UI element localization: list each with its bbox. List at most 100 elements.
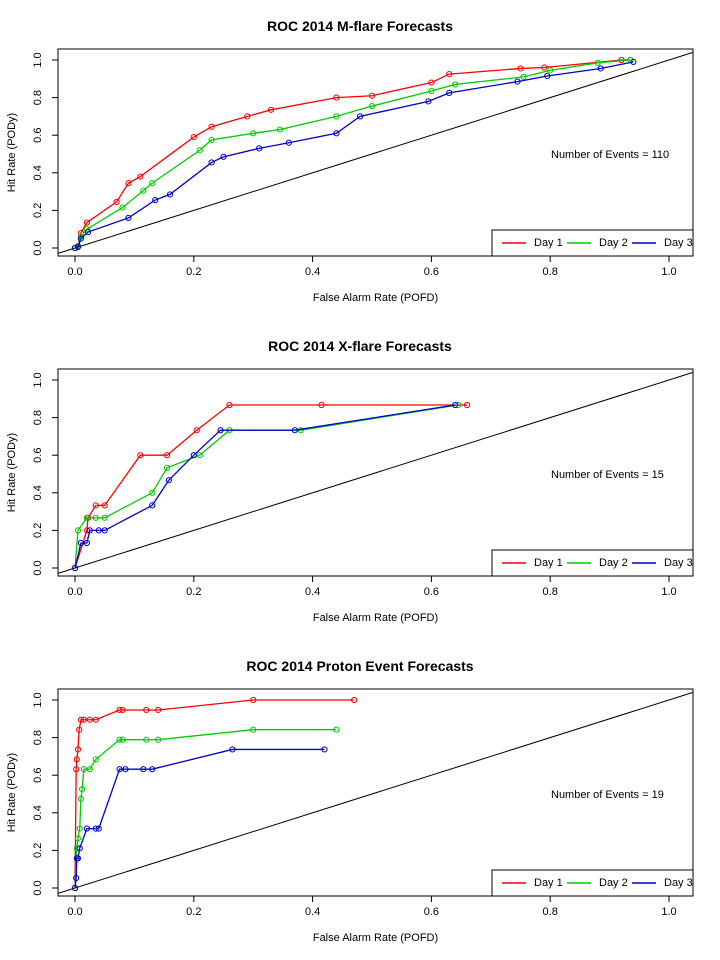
series-line-day-1	[74, 404, 468, 569]
diagonal-line	[57, 51, 694, 254]
data-point	[80, 766, 88, 773]
data-point	[119, 736, 126, 743]
legend-label: Day 3	[664, 237, 693, 249]
x-tick-label: 0.2	[186, 266, 201, 278]
x-tick-label: 0.4	[305, 266, 320, 278]
data-point	[196, 452, 203, 459]
data-point	[196, 147, 203, 154]
x-axis-label: False Alarm Rate (POFD)	[313, 932, 438, 944]
data-point	[76, 825, 83, 832]
legend-box	[491, 229, 694, 257]
y-tick-label: 0.0	[32, 880, 44, 895]
data-point	[291, 427, 298, 434]
data-point	[92, 825, 99, 832]
data-point	[92, 502, 99, 509]
data-point	[333, 113, 340, 120]
data-point	[80, 716, 88, 723]
data-point	[155, 706, 162, 714]
legend-label: Day 2	[599, 877, 628, 889]
y-tick-label: 0.2	[32, 203, 44, 218]
data-point	[256, 145, 263, 152]
y-tick-label: 0.0	[32, 240, 44, 255]
data-point	[547, 67, 554, 74]
x-tick-label: 0.2	[186, 586, 201, 598]
m-flare-panel: ROC 2014 M-flare Forecasts 0.0 0.2 0.4 0.6 0…	[0, 0, 720, 320]
data-point	[77, 716, 85, 723]
x-tick-label: 1.0	[661, 266, 676, 278]
y-tick-label: 1.0	[32, 52, 44, 67]
legend-label: Day 2	[599, 557, 628, 569]
data-point	[116, 766, 123, 773]
data-point	[137, 173, 144, 180]
data-point	[276, 126, 284, 133]
data-point	[163, 452, 171, 459]
data-point	[113, 198, 120, 206]
data-point	[143, 736, 150, 743]
data-point	[318, 401, 325, 409]
data-point	[116, 706, 123, 714]
x-tick-label: 0.8	[543, 906, 558, 918]
data-point	[208, 159, 215, 166]
x-flare-panel: ROC 2014 X-flare Forecasts 0.0 0.2 0.4 0.6 0…	[0, 320, 720, 640]
data-point	[92, 716, 99, 723]
data-point	[92, 514, 99, 521]
data-point	[630, 58, 637, 65]
x-tick-label: 0.4	[305, 906, 320, 918]
y-tick-label: 0.4	[32, 485, 44, 500]
number-of-events-annotation: Number of Events = 15	[551, 469, 664, 481]
data-point	[76, 845, 83, 852]
plot-frame	[57, 688, 694, 897]
proton-roc-chart: 0.0 0.2 0.4 0.6 0.8 1.0 0.0 0.2 0.4 0.6 0.8 1.0 Fals…	[6, 688, 694, 944]
data-point	[74, 855, 82, 862]
data-point	[165, 477, 172, 484]
y-tick-label: 0.2	[32, 523, 44, 538]
data-point	[122, 766, 129, 773]
data-point	[86, 716, 93, 723]
chart-title: ROC 2014 X-flare Forecasts	[268, 338, 452, 354]
plot-frame	[57, 368, 694, 577]
x-tick-label: 0.0	[67, 266, 82, 278]
y-axis-label: Hit Rate (PODy)	[6, 433, 18, 512]
y-tick-label: 0.4	[32, 165, 44, 180]
data-point	[149, 502, 156, 509]
data-point	[428, 79, 435, 86]
data-point	[140, 187, 147, 194]
data-point	[220, 153, 227, 160]
legend-label: Day 2	[599, 237, 628, 249]
data-point	[333, 94, 340, 101]
y-tick-label: 1.0	[32, 692, 44, 707]
data-point	[77, 795, 85, 802]
series-line-day-2	[74, 404, 459, 569]
x-axis-label: False Alarm Rate (POFD)	[313, 612, 438, 624]
diagonal-line	[57, 691, 694, 894]
data-point	[77, 235, 85, 242]
x-tick-label: 0.8	[543, 266, 558, 278]
chart-title: ROC 2014 M-flare Forecasts	[267, 18, 453, 34]
x-tick-label: 1.0	[661, 586, 676, 598]
y-tick-label: 1.0	[32, 372, 44, 387]
x-tick-label: 0.6	[424, 906, 439, 918]
data-point	[520, 73, 527, 81]
x-tick-label: 0.6	[424, 586, 439, 598]
series-line-day-1	[74, 59, 631, 249]
y-tick-label: 0.8	[32, 410, 44, 425]
data-point	[267, 106, 275, 113]
data-point	[208, 136, 215, 143]
data-point	[149, 766, 156, 773]
data-point	[226, 401, 233, 409]
data-point	[321, 746, 328, 753]
data-point	[95, 527, 102, 534]
data-point	[74, 243, 82, 251]
data-point	[333, 130, 340, 137]
legend-label: Day 1	[534, 237, 563, 249]
data-point	[101, 514, 108, 521]
data-point	[163, 464, 171, 471]
data-point	[514, 78, 521, 85]
y-axis-label: Hit Rate (PODy)	[6, 113, 18, 192]
data-point	[116, 736, 123, 743]
data-point	[71, 564, 79, 572]
data-point	[77, 539, 85, 547]
data-point	[597, 65, 604, 72]
number-of-events-annotation: Number of Events = 110	[551, 149, 669, 161]
